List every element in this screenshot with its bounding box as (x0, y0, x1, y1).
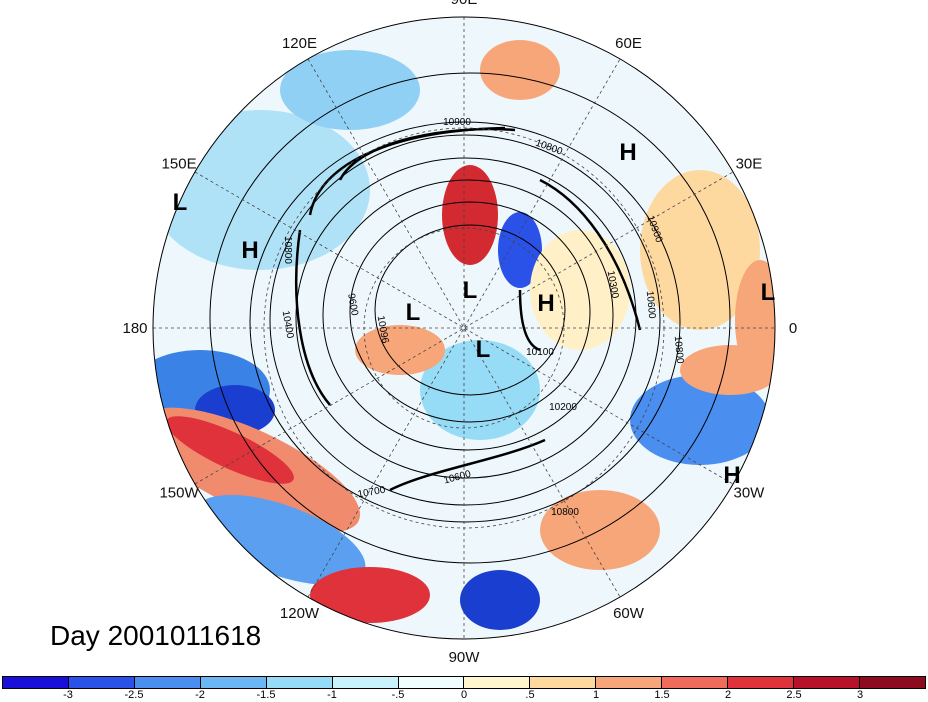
colorbar-labels: -3 -2.5 -2 -1.5 -1 -.5 0 .5 1 1.5 2 2.5 3 (2, 689, 926, 702)
longitude-label: 120W (280, 605, 320, 622)
longitude-label: 60E (615, 35, 642, 52)
high-pressure-label: H (537, 290, 554, 317)
contour-label: 10700 (357, 485, 387, 501)
colorbar-tick-label: -1 (327, 689, 337, 701)
colorbar-tick-label: 0 (460, 689, 468, 701)
colorbar-tick-label: -3 (63, 689, 73, 701)
plot-title: Day 2001011618 (50, 620, 262, 651)
colorbar (2, 676, 926, 689)
colorbar-segment (3, 677, 69, 688)
colorbar-segment (68, 677, 135, 688)
contour-label: 10400 (280, 310, 296, 340)
high-pressure-label: H (723, 462, 740, 489)
colorbar-segment (728, 677, 795, 688)
low-pressure-label: L (476, 336, 491, 363)
contour-label: 10200 (549, 402, 577, 413)
colorbar-segment (794, 677, 860, 688)
longitude-label: 90E (451, 0, 478, 8)
colorbar-tick-label: 3 (856, 689, 864, 701)
high-pressure-label: H (241, 237, 258, 264)
longitude-label: 180 (122, 320, 147, 337)
contour-label: 10100 (526, 347, 554, 358)
colorbar-segment (859, 677, 925, 688)
contour-label: 10600 (644, 290, 657, 319)
colorbar-tick-label: 2 (724, 689, 732, 701)
colorbar-tick-label: -2.5 (124, 689, 144, 701)
contour-label: 9600 (345, 293, 360, 317)
graticule (153, 17, 775, 639)
colorbar-segment (398, 677, 465, 688)
colorbar-segment (464, 677, 531, 688)
low-pressure-label: L (406, 299, 421, 326)
longitude-label: 120E (282, 35, 317, 52)
colorbar-tick-label: .5 (525, 689, 535, 701)
longitude-label: 30E (736, 156, 763, 173)
colorbar-segment (332, 677, 399, 688)
contour-label: 10300 (605, 270, 621, 300)
colorbar-tick-label: -.5 (391, 689, 405, 701)
polar-map: 90E 60E 30E 0 30W 60W 90W 120W 150W 180 150E 120E H… (122, 0, 797, 666)
colorbar-tick-label: 1.5 (654, 689, 670, 701)
contour-label: 10096 (375, 315, 391, 345)
colorbar-segment (596, 677, 663, 688)
high-pressure-label: H (619, 139, 636, 166)
low-pressure-label: L (761, 279, 776, 306)
colorbar-segment (200, 677, 267, 688)
colorbar-tick-label: -2 (195, 689, 205, 701)
colorbar-tick-label: 1 (592, 689, 600, 701)
contour-label: 10900 (443, 117, 471, 128)
longitude-label: 90W (449, 649, 481, 666)
contour-label: 10800 (672, 335, 685, 364)
longitude-label: 60W (613, 605, 645, 622)
anomaly-field (153, 40, 775, 630)
longitude-label: 0 (789, 320, 797, 337)
low-pressure-label: L (463, 277, 478, 304)
contour-label: 10800 (282, 236, 293, 264)
colorbar-segment (134, 677, 201, 688)
contour-label: 10800 (551, 507, 579, 518)
longitude-label: 150W (159, 485, 199, 502)
colorbar-tick-label: -1.5 (256, 689, 276, 701)
colorbar-tick-label: 2.5 (786, 689, 802, 701)
longitude-label: 30W (734, 485, 766, 502)
jet-contours (295, 126, 642, 492)
low-pressure-label: L (173, 189, 188, 216)
colorbar-segment (266, 677, 333, 688)
longitude-label: 150E (162, 156, 197, 173)
colorbar-segment (530, 677, 597, 688)
colorbar-segment (662, 677, 729, 688)
